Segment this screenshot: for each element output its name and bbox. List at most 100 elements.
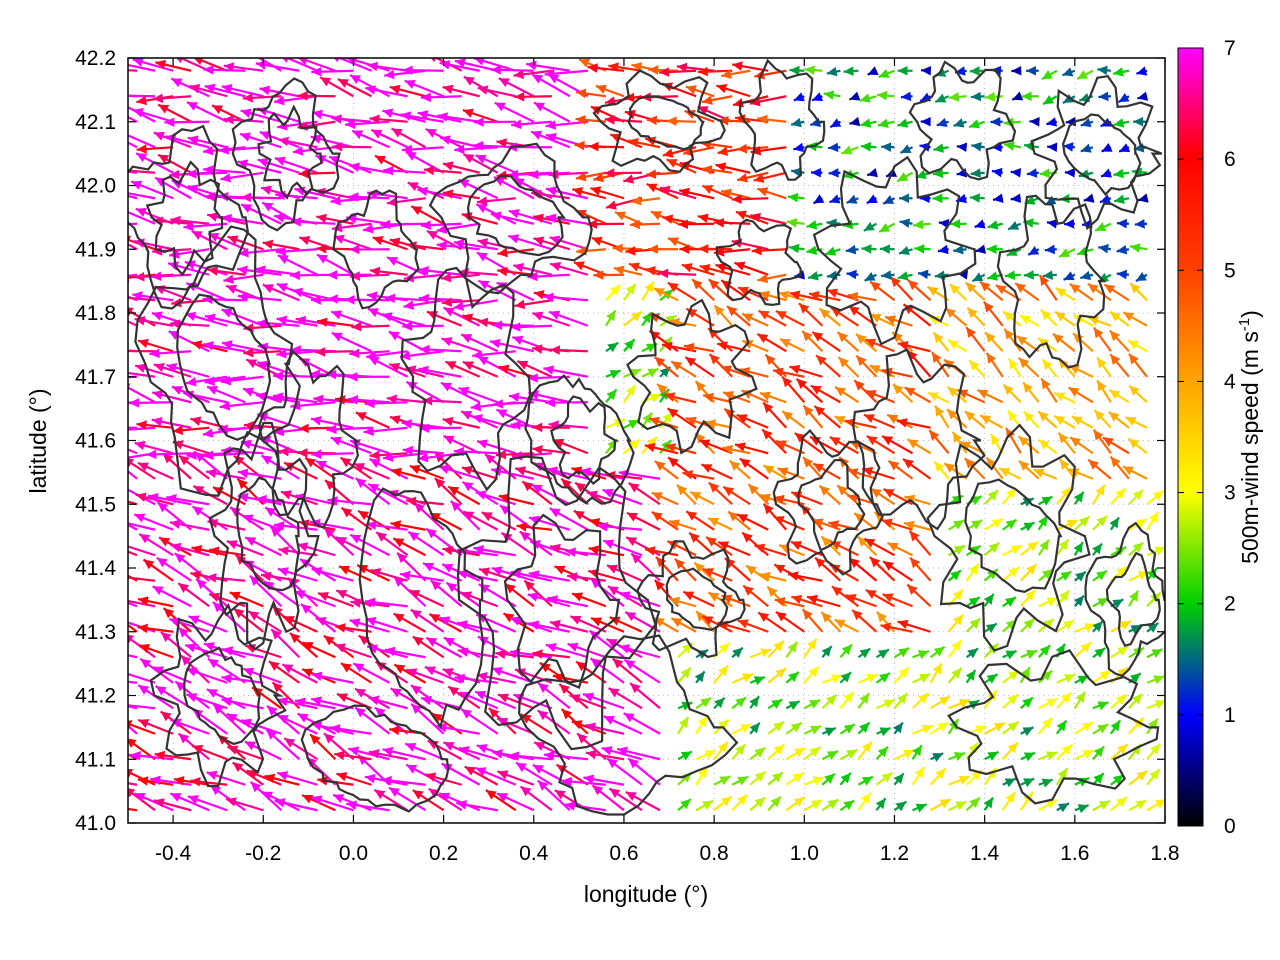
wind-vector-head <box>242 93 253 103</box>
wind-vector-head <box>423 165 435 176</box>
wind-vector-head <box>1113 168 1124 179</box>
wind-vector-head <box>404 79 416 89</box>
wind-vector-head <box>218 145 229 155</box>
wind-vector-head <box>607 758 618 769</box>
wind-vector-head <box>879 244 890 254</box>
y-tick-label: 41.6 <box>75 430 116 453</box>
wind-vector-head <box>1102 437 1114 447</box>
wind-vector-head <box>138 685 150 695</box>
wind-vector-head <box>311 696 322 706</box>
wind-vector-head <box>1095 484 1105 496</box>
wind-vector-head <box>666 116 677 126</box>
wind-vector-shaft <box>128 522 156 531</box>
wind-vector-head <box>876 611 887 623</box>
wind-vector-head <box>533 236 545 246</box>
wind-vector-head <box>631 62 643 72</box>
wind-vector-head <box>777 467 789 477</box>
wind-vector-head <box>137 338 149 349</box>
wind-vector-head <box>803 405 814 417</box>
wind-vector-head <box>659 185 671 196</box>
wind-vector-head <box>1129 673 1141 684</box>
wind-vector-head <box>335 623 346 633</box>
wind-vector-head <box>128 541 129 544</box>
wind-vector-head <box>242 514 254 524</box>
wind-vector-head <box>631 311 642 322</box>
wind-vector-head <box>441 763 453 773</box>
wind-vector-head <box>728 511 739 522</box>
wind-vector-head <box>226 284 238 294</box>
wind-vector-head <box>186 169 197 179</box>
wind-vector-head <box>787 192 799 203</box>
wind-vector-head <box>442 668 454 678</box>
wind-vector-head <box>1114 194 1125 204</box>
colorbar-tick-label: 2 <box>1224 593 1236 616</box>
wind-vector-head <box>417 186 428 197</box>
wind-vector-head <box>102 540 113 549</box>
wind-vector-head <box>493 399 504 409</box>
wind-vector-head <box>438 464 450 474</box>
wind-vector-head <box>773 744 785 755</box>
wind-vector-shaft <box>128 724 138 735</box>
wind-vector-head <box>497 717 509 727</box>
wind-vector-head <box>445 361 457 371</box>
wind-vector-head <box>203 642 215 652</box>
wind-vector-head <box>650 211 662 220</box>
wind-vector-head <box>158 104 170 114</box>
wind-vector-head <box>263 581 275 591</box>
wind-vector-head <box>735 744 746 756</box>
wind-vector-head <box>128 788 136 798</box>
wind-vector-head <box>365 617 377 627</box>
wind-vector-head <box>607 342 619 353</box>
wind-vector-shaft <box>128 426 156 431</box>
wind-vector-shaft <box>128 211 156 225</box>
contour-line <box>738 58 826 181</box>
wind-vector-head <box>419 344 430 355</box>
wind-vector-shaft <box>128 243 138 251</box>
wind-vector-head <box>204 83 216 94</box>
wind-vector-head <box>775 311 787 320</box>
wind-vector-head <box>742 313 754 323</box>
wind-vector-head <box>625 612 637 622</box>
wind-vector-head <box>544 68 555 79</box>
colorbar-tick-label: 3 <box>1224 482 1236 505</box>
wind-vector-head <box>439 60 451 70</box>
wind-vector-head <box>157 502 169 513</box>
wind-vector-head <box>355 478 367 488</box>
wind-vector-head <box>153 798 165 808</box>
wind-vector-head <box>702 95 713 105</box>
wind-vector-shaft <box>128 386 156 404</box>
wind-vector-head <box>399 570 411 581</box>
wind-vector-head <box>608 62 619 72</box>
wind-vector-head <box>736 143 748 154</box>
wind-vector-head <box>429 614 441 623</box>
wind-vector-head <box>513 69 524 80</box>
wind-vector-head <box>1059 459 1070 470</box>
wind-vector-head <box>696 611 707 622</box>
wind-vector-head <box>1045 195 1057 205</box>
wind-vector-head <box>897 172 909 182</box>
wind-vector-head <box>828 168 839 178</box>
wind-vector-head <box>219 401 231 411</box>
wind-vector-head <box>1064 219 1075 229</box>
wind-vector-head <box>412 636 424 647</box>
wind-vector-head <box>513 263 525 273</box>
wind-vector-head <box>1082 750 1094 759</box>
wind-vector-head <box>332 142 343 152</box>
wind-vector-head <box>425 772 437 782</box>
wind-vector-head <box>986 244 997 254</box>
wind-vector-head <box>628 758 639 769</box>
wind-vector-head <box>422 396 433 406</box>
contour-line <box>466 174 566 257</box>
contour-line <box>128 124 250 310</box>
wind-vector-head <box>811 167 822 178</box>
wind-vector-head <box>1115 694 1127 705</box>
wind-vector-head <box>170 793 182 802</box>
wind-vector-head <box>434 452 445 463</box>
wind-vector-head <box>721 69 732 79</box>
wind-vector-head <box>614 211 626 221</box>
wind-vector-head <box>326 369 337 380</box>
wind-vector-head <box>240 192 252 203</box>
wind-vector-head <box>1061 692 1072 704</box>
wind-vector-head <box>793 142 804 153</box>
wind-vector-head <box>717 741 728 753</box>
